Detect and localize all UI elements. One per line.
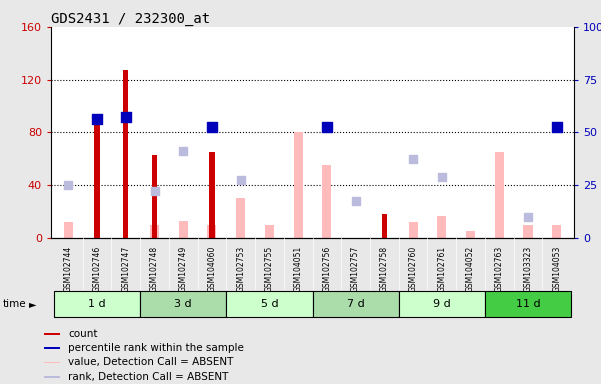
Bar <box>438 216 447 238</box>
Bar <box>64 222 73 238</box>
Point <box>178 148 188 154</box>
Bar <box>409 222 418 238</box>
Bar <box>123 70 129 238</box>
Bar <box>140 291 227 317</box>
Text: GDS2431 / 232300_at: GDS2431 / 232300_at <box>51 12 210 26</box>
Bar <box>236 199 245 238</box>
Text: time: time <box>3 299 26 310</box>
Bar <box>44 362 61 363</box>
Text: 5 d: 5 d <box>261 299 278 309</box>
Point <box>150 187 159 194</box>
Bar <box>322 166 331 238</box>
Bar <box>150 225 159 238</box>
Point <box>523 214 533 220</box>
Text: GSM102757: GSM102757 <box>351 246 360 292</box>
Bar <box>94 119 100 238</box>
Point <box>437 174 447 180</box>
Bar <box>207 225 216 238</box>
Bar <box>178 221 188 238</box>
Text: GSM102760: GSM102760 <box>409 246 418 292</box>
Bar <box>495 152 504 238</box>
Text: count: count <box>69 329 98 339</box>
Text: GSM103323: GSM103323 <box>523 246 532 292</box>
Bar <box>382 214 387 238</box>
Text: GSM102747: GSM102747 <box>121 246 130 292</box>
Point <box>207 124 217 130</box>
Bar <box>44 333 61 334</box>
Point <box>351 198 361 204</box>
Bar <box>398 291 485 317</box>
Text: 1 d: 1 d <box>88 299 106 309</box>
Bar <box>466 232 475 238</box>
Text: GSM102746: GSM102746 <box>93 246 102 292</box>
Bar <box>313 291 398 317</box>
Text: GSM102749: GSM102749 <box>178 246 188 292</box>
Text: GSM104053: GSM104053 <box>552 246 561 292</box>
Point <box>408 156 418 162</box>
Bar <box>552 225 561 238</box>
Point <box>92 116 102 122</box>
Text: 9 d: 9 d <box>433 299 451 309</box>
Text: GSM102744: GSM102744 <box>64 246 73 292</box>
Point <box>64 182 73 188</box>
Text: GSM102763: GSM102763 <box>495 246 504 292</box>
Text: 11 d: 11 d <box>516 299 540 309</box>
Text: GSM104051: GSM104051 <box>294 246 303 292</box>
Text: 7 d: 7 d <box>347 299 364 309</box>
Point <box>322 124 332 130</box>
Bar <box>209 152 215 238</box>
Text: GSM104052: GSM104052 <box>466 246 475 292</box>
Bar <box>152 155 157 238</box>
Text: GSM102758: GSM102758 <box>380 246 389 292</box>
Bar <box>294 132 303 238</box>
Text: GSM102748: GSM102748 <box>150 246 159 292</box>
Bar <box>265 225 274 238</box>
Text: GSM104060: GSM104060 <box>207 246 216 292</box>
Text: rank, Detection Call = ABSENT: rank, Detection Call = ABSENT <box>69 372 229 382</box>
Text: value, Detection Call = ABSENT: value, Detection Call = ABSENT <box>69 358 234 367</box>
Bar <box>485 291 571 317</box>
Text: percentile rank within the sample: percentile rank within the sample <box>69 343 245 353</box>
Bar <box>44 348 61 349</box>
Text: 3 d: 3 d <box>174 299 192 309</box>
Text: GSM102753: GSM102753 <box>236 246 245 292</box>
Point <box>236 177 245 183</box>
Text: GSM102756: GSM102756 <box>322 246 331 292</box>
Bar <box>227 291 313 317</box>
Text: ►: ► <box>29 299 36 310</box>
Bar <box>44 376 61 377</box>
Bar <box>54 291 140 317</box>
Point <box>121 114 130 120</box>
Text: GSM102761: GSM102761 <box>438 246 447 292</box>
Point <box>552 124 561 130</box>
Bar <box>523 225 532 238</box>
Text: GSM102755: GSM102755 <box>265 246 274 292</box>
